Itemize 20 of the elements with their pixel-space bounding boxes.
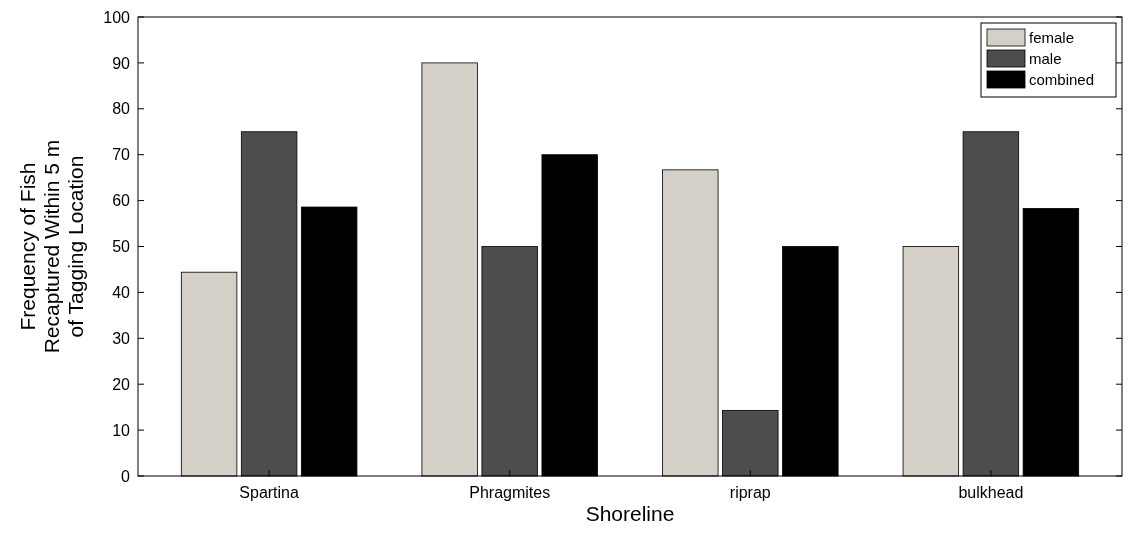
y-tick-label: 60	[112, 192, 131, 210]
x-tick-label: Spartina	[239, 484, 300, 501]
legend-label: combined	[1029, 71, 1095, 89]
y-tick-label: 80	[112, 100, 131, 118]
x-tick-label: bulkhead	[958, 484, 1024, 501]
y-tick-label: 90	[112, 54, 131, 72]
y-tick-label: 30	[112, 329, 131, 347]
y-tick-label: 100	[103, 8, 131, 26]
x-tick-label: Phragmites	[469, 484, 551, 501]
legend-label: male	[1029, 50, 1062, 68]
y-tick-label: 0	[121, 467, 131, 485]
y-axis-title: Frequency of Fish Recaptured Within 5 m of Tagging Location	[15, 139, 88, 354]
x-axis-title: Shoreline	[585, 502, 675, 525]
x-tick-label: riprap	[729, 484, 771, 501]
legend-label: female	[1029, 29, 1075, 47]
y-tick-label: 20	[112, 375, 131, 393]
y-tick-label: 10	[112, 421, 131, 439]
y-tick-label: 50	[112, 238, 131, 256]
y-tick-label: 70	[112, 146, 131, 164]
y-tick-label: 40	[112, 284, 131, 301]
